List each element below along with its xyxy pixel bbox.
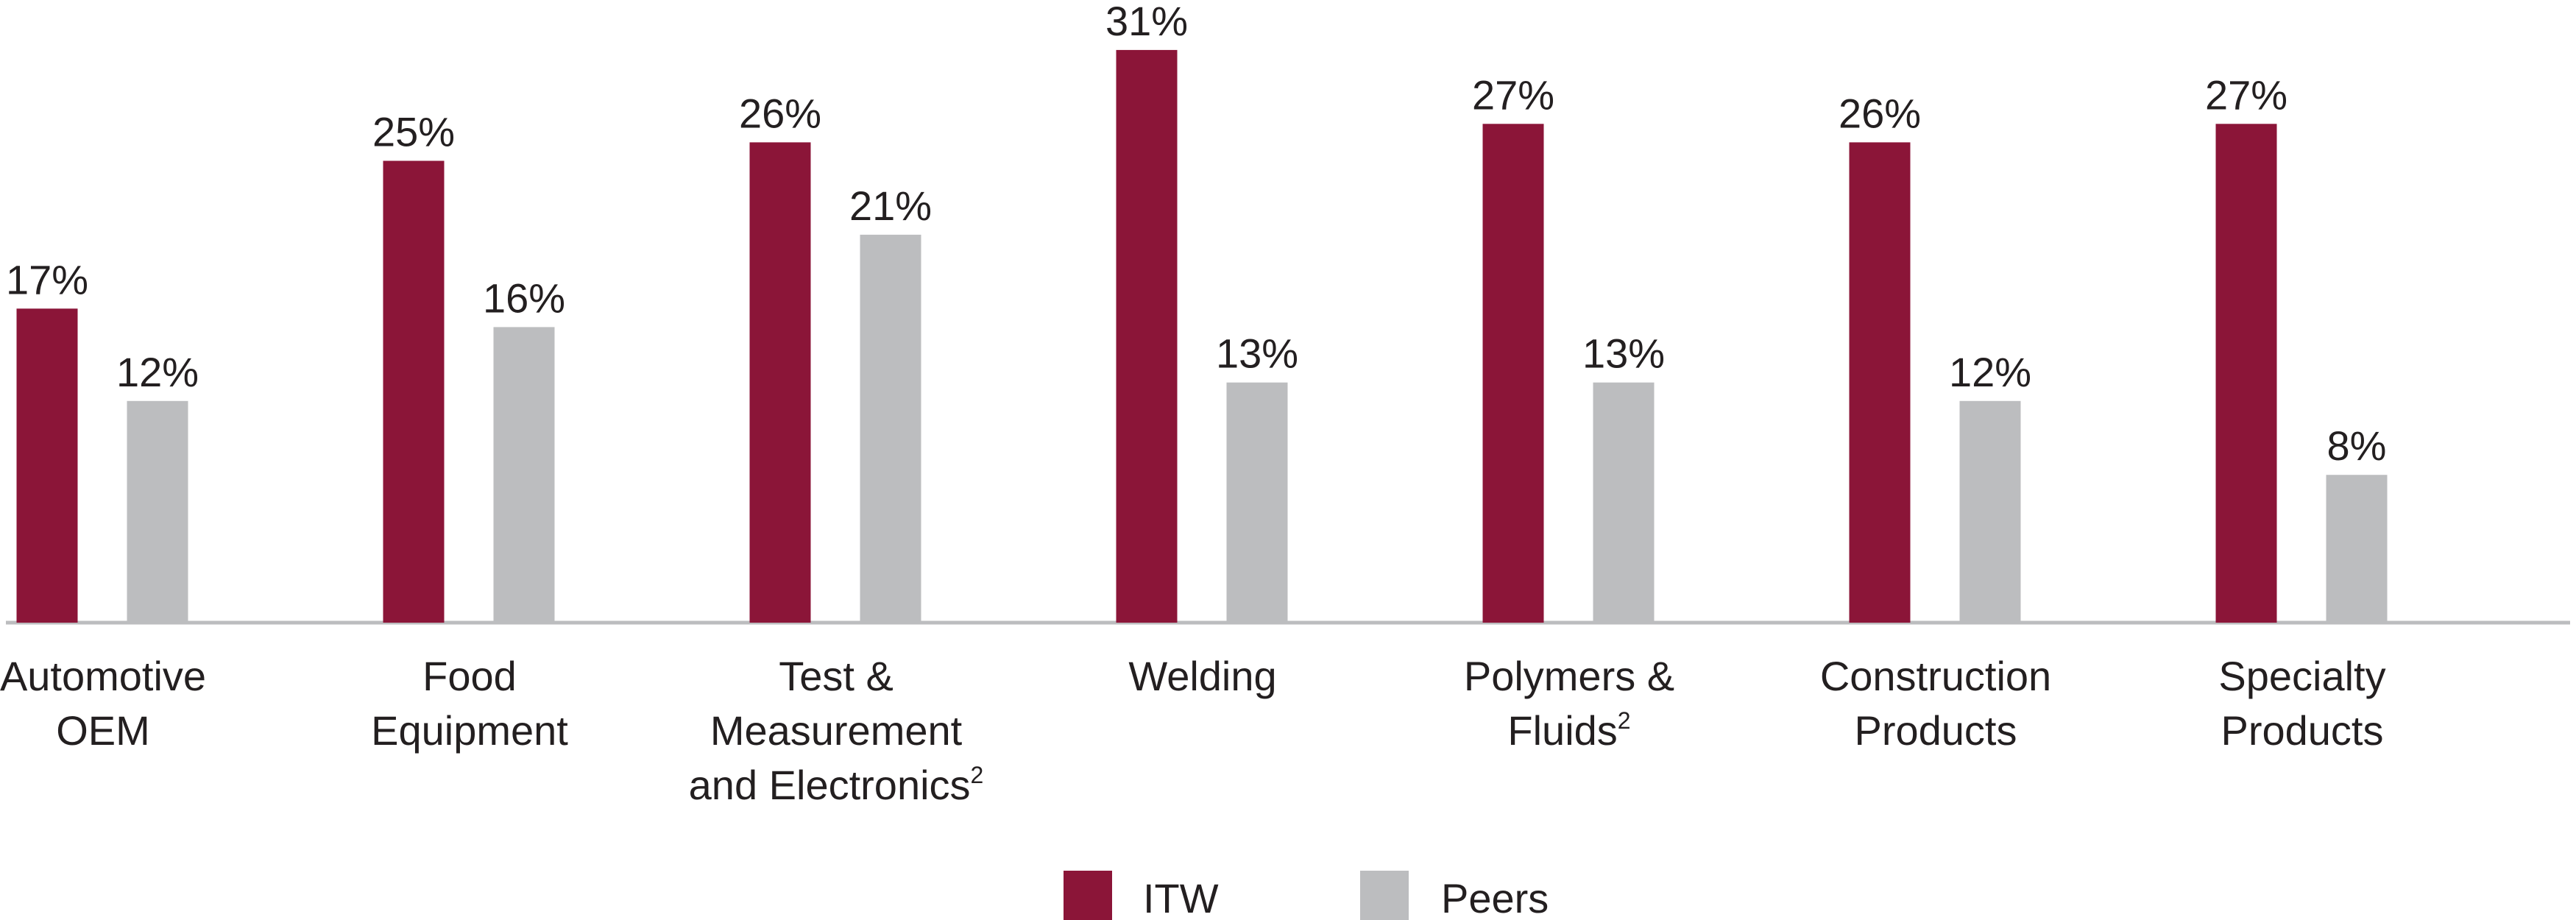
bar-peers-construction-products [1959,400,2021,623]
bar-peers-test-measurement-and-electronics [860,234,921,623]
legend-swatch-peers [1360,871,1409,920]
category-label-test-measurement-and-electronics-line-2: Measurement [710,707,963,754]
category-label-food-equipment-line-1: Food [422,653,517,699]
category-label-automotive-oem-line-1: Automotive [0,653,206,699]
value-label-itw-polymers-fluids: 27% [1472,71,1554,118]
bar-peers-food-equipment [493,327,555,623]
category-label-polymers-fluids-line-1: Polymers & [1464,653,1674,699]
category-label-construction-products-line-1: Construction [1820,653,2051,699]
footnote-marker: 2 [1618,707,1631,734]
value-label-itw-welding: 31% [1105,0,1188,44]
value-label-peers-specialty-products: 8% [2327,422,2387,469]
bar-itw-polymers-fluids [1482,124,1544,623]
legend-label-peers: Peers [1441,875,1549,920]
category-labels-group: Automotive OEM Food Equipment Test & Measurem… [0,653,2386,808]
category-label-food-equipment-line-2: Equipment [371,707,568,754]
value-label-peers-automotive-oem: 12% [116,349,199,395]
value-label-peers-test-measurement-and-electronics: 21% [849,183,932,229]
bars-group [16,49,2388,623]
bar-itw-construction-products [1849,142,1911,623]
value-label-itw-construction-products: 26% [1839,90,1921,136]
bar-itw-test-measurement-and-electronics [749,142,811,623]
bar-peers-automotive-oem [127,400,188,623]
category-label-welding-line-1: Welding [1128,653,1276,699]
value-label-itw-test-measurement-and-electronics: 26% [739,90,821,136]
value-label-peers-construction-products: 12% [1949,349,2031,395]
category-label-test-measurement-and-electronics-line-1: Test & [779,653,894,699]
bar-itw-automotive-oem [16,308,78,623]
category-label-specialty-products-line-2: Products [2221,707,2384,754]
bar-peers-welding [1226,382,1288,623]
value-label-peers-food-equipment: 16% [483,275,565,321]
bar-itw-specialty-products [2215,124,2277,623]
value-label-itw-food-equipment: 25% [372,109,455,155]
footnote-marker: 2 [971,762,984,788]
category-label-automotive-oem-line-2: OEM [56,707,150,754]
value-label-peers-welding: 13% [1216,330,1298,377]
category-label-specialty-products-line-1: Specialty [2218,653,2385,699]
legend-label-itw: ITW [1143,875,1219,920]
value-label-itw-automotive-oem: 17% [6,256,88,302]
bar-itw-welding [1116,49,1178,623]
legend: ITW Peers [1064,871,1549,920]
bar-peers-polymers-fluids [1593,382,1655,623]
value-label-itw-specialty-products: 27% [2205,71,2287,118]
bar-peers-specialty-products [2326,475,2388,623]
value-labels-group: 17% 12% 25% 16% 26% 21% 31% 13% 27% 13% 26% 12% 27% 8… [6,0,2387,469]
value-label-peers-polymers-fluids: 13% [1582,330,1665,377]
category-label-test-measurement-and-electronics-line-3: and Electronics2 [689,762,984,808]
bar-itw-food-equipment [383,160,445,623]
legend-swatch-itw [1064,871,1112,920]
category-label-polymers-fluids-line-2: Fluids2 [1507,707,1630,754]
category-label-construction-products-line-2: Products [1855,707,2017,754]
